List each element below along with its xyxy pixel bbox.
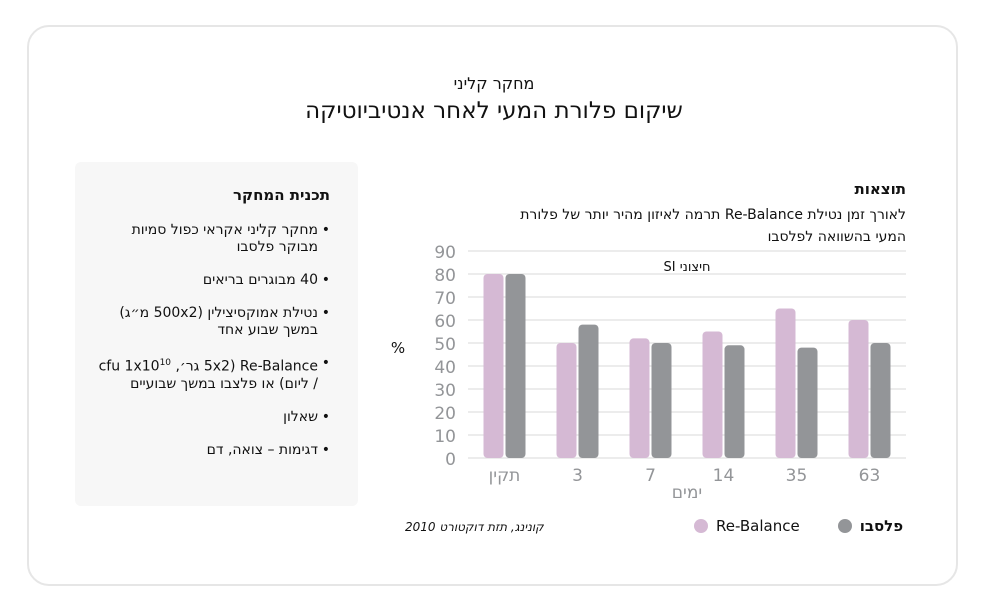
y-tick-label: 80 [434, 266, 456, 286]
bar-placebo [578, 324, 599, 458]
study-design-panel: תכנית המחקר מחקר קליני אקראי כפול סמיות … [75, 162, 358, 506]
legend-label-placebo: פלסבו [859, 517, 904, 535]
bar-rebalance [702, 331, 723, 458]
bar-placebo [651, 343, 672, 458]
results-heading: תוצאות [854, 180, 906, 198]
citation: קונינג, תזת דוקטורט 2010 [405, 520, 544, 534]
dose-text: Re-Balance (5x2 גר׳, cfu 1x10 [98, 358, 318, 375]
list-item: דגימות – צואה, דם [95, 442, 330, 459]
list-item: שאלון [95, 409, 330, 426]
x-tick-label: 3 [572, 466, 583, 486]
y-tick-label: 30 [434, 381, 456, 401]
y-tick-label: 0 [445, 450, 456, 470]
y-tick-label: 90 [434, 243, 456, 263]
y-tick-label: 70 [434, 289, 456, 309]
y-tick-label: 10 [434, 427, 456, 447]
x-tick-label: תקין [489, 466, 521, 486]
y-axis-label: % [391, 339, 405, 357]
x-tick-label: 14 [713, 466, 735, 486]
legend-swatch-placebo [837, 519, 852, 533]
bar-placebo [797, 347, 818, 458]
bar-placebo [505, 274, 526, 458]
results: תוצאות לאורך זמן נטילת Re-Balance תרמה ל… [506, 180, 906, 248]
legend: Re-Balance פלסבו [694, 517, 903, 535]
bar-rebalance [848, 320, 869, 458]
y-tick-label: 60 [434, 312, 456, 332]
bar-rebalance [775, 308, 796, 458]
y-tick-label: 40 [434, 358, 456, 378]
chart-title: SI חיצוני [664, 260, 711, 275]
bar-rebalance [629, 338, 650, 458]
results-text: לאורך זמן נטילת Re-Balance תרמה לאיזון מ… [520, 207, 906, 245]
list-item: נטילת אמוקסיצילין (500x2 מ״ג) במשך שבוע … [95, 305, 330, 339]
x-axis-label: ימים [672, 483, 702, 503]
x-tick-label: 63 [859, 466, 881, 486]
list-item: Re-Balance (5x2 גר׳, cfu 1x1010 / ליום) … [95, 355, 330, 393]
study-heading: תכנית המחקר [233, 186, 330, 204]
page-title: שיקום פלורת המעי לאחר אנטיביוטיקה [305, 98, 683, 124]
bar-rebalance [556, 343, 577, 458]
y-tick-label: 20 [434, 404, 456, 424]
y-tick-label: 50 [434, 335, 456, 355]
bar-rebalance [483, 274, 504, 458]
dose-text-2: / ליום) או פלצבו במשך שבועיים [130, 375, 318, 392]
x-tick-label: 7 [645, 466, 656, 486]
subtitle: מחקר קליני [453, 74, 535, 93]
legend-label-rebalance: Re-Balance [716, 517, 800, 535]
legend-swatch-rebalance [694, 519, 708, 533]
card [27, 25, 958, 586]
x-tick-label: 35 [786, 466, 808, 486]
exponent: 10 [159, 358, 172, 368]
list-item: מחקר קליני אקראי כפול סמיות מבוקר פלסבו [95, 222, 330, 256]
bar-placebo [870, 343, 891, 458]
bar-placebo [724, 345, 745, 458]
list-item: 40 מבוגרים בריאים [95, 272, 330, 289]
